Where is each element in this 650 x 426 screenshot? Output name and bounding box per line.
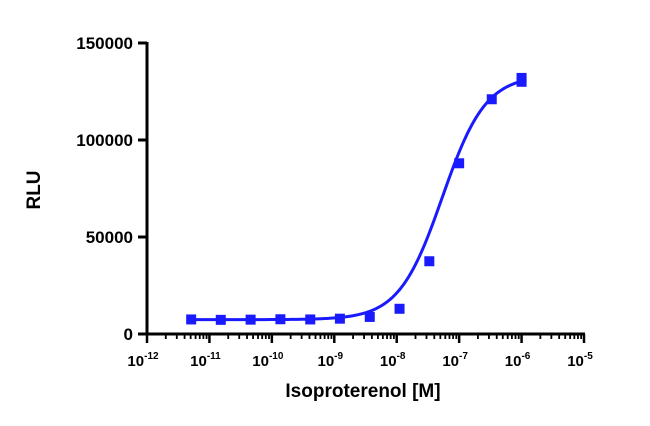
x-tick-exponent: -7 [459, 351, 468, 362]
x-tick-exponent: -12 [144, 351, 159, 362]
data-point [334, 313, 345, 324]
data-point [275, 314, 286, 325]
ticks [138, 41, 586, 343]
y-tick-label: 100000 [76, 131, 133, 150]
data-point [486, 94, 497, 105]
data-point [454, 158, 465, 169]
y-tick-label: 50000 [86, 228, 133, 247]
x-tick-base: 10 [252, 353, 269, 370]
x-tick-label: 10-11 [190, 351, 221, 370]
y-axis-title: RLU [24, 170, 45, 209]
x-tick-label: 10-12 [127, 351, 159, 370]
x-tick-label: 10-9 [317, 351, 343, 370]
x-tick-base: 10 [380, 353, 397, 370]
data-points [186, 72, 527, 325]
data-point [305, 314, 316, 325]
x-tick-exponent: -9 [334, 351, 343, 362]
x-tick-exponent: -10 [269, 351, 284, 362]
x-axis-title: Isoproterenol [M] [285, 381, 440, 402]
x-tick-exponent: -5 [584, 351, 593, 362]
x-tick-base: 10 [442, 353, 459, 370]
x-tick-exponent: -8 [397, 351, 406, 362]
x-tick-base: 10 [567, 353, 584, 370]
x-tick-base: 10 [505, 353, 522, 370]
data-point [364, 311, 375, 322]
x-tick-label: 10-7 [442, 351, 468, 370]
x-tick-base: 10 [317, 353, 334, 370]
data-point [516, 72, 527, 83]
x-tick-label: 10-10 [252, 351, 284, 370]
data-point [245, 314, 256, 325]
x-tick-base: 10 [190, 353, 207, 370]
x-tick-label: 10-5 [567, 351, 593, 370]
fit-curve [191, 79, 522, 322]
data-point [215, 314, 226, 325]
x-tick-label: 10-6 [505, 351, 531, 370]
data-point [186, 314, 197, 325]
x-tick-exponent: -6 [521, 351, 530, 362]
x-tick-exponent: -11 [207, 351, 221, 362]
y-tick-label: 150000 [76, 34, 133, 53]
x-tick-base: 10 [127, 353, 144, 370]
data-point [424, 256, 435, 267]
y-tick-label: 0 [124, 325, 133, 344]
data-point [394, 303, 405, 314]
x-tick-label: 10-8 [380, 351, 406, 370]
